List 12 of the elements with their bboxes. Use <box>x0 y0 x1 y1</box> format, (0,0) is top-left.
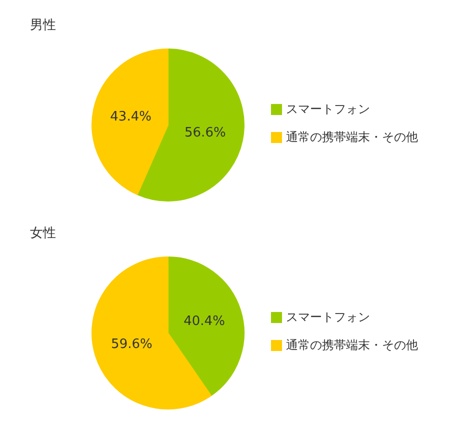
legend-label: 通常の携帯端末・その他 <box>286 338 418 352</box>
data-label: 59.6% <box>111 336 152 352</box>
pie-slice <box>92 48 168 196</box>
legend-label: スマートフォン <box>286 102 370 116</box>
chart-title: 女性 <box>30 225 56 242</box>
data-label: 43.4% <box>110 110 152 125</box>
legend-label: スマートフォン <box>286 310 370 324</box>
data-label: 56.6% <box>184 125 226 140</box>
legend-label: 通常の携帯端末・その他 <box>286 130 418 144</box>
pie-slice <box>168 256 244 396</box>
chart-title: 男性 <box>30 17 56 34</box>
data-label: 40.4% <box>184 314 225 330</box>
